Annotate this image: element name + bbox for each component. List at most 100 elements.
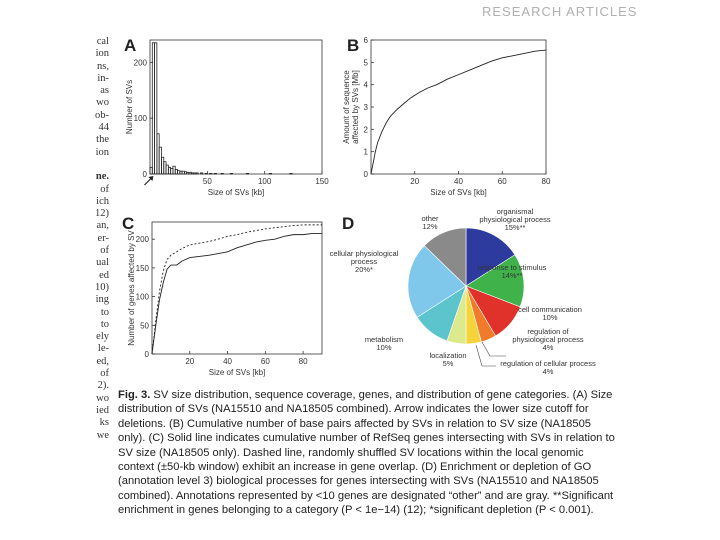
- histogram-bar: [154, 42, 158, 175]
- y-tick-label: 6: [364, 36, 369, 45]
- x-axis-label: Size of SVs [kb]: [209, 368, 265, 377]
- x-tick-label: 80: [542, 177, 551, 186]
- column-text-line: an,: [96, 220, 109, 232]
- histogram-bar: [195, 172, 199, 175]
- histogram-bar: [200, 172, 204, 175]
- y-tick-label: 200: [136, 235, 150, 244]
- y-axis-label: Number of SVs: [125, 80, 134, 134]
- column-text-line: ion: [95, 146, 109, 158]
- x-tick-label: 50: [203, 177, 212, 186]
- pie-label: cell communication: [518, 305, 582, 314]
- x-tick-label: 100: [258, 177, 272, 186]
- pie-label: metabolism: [365, 335, 403, 344]
- y-tick-label: 100: [134, 114, 148, 123]
- caption-fig-label: Fig. 3.: [118, 389, 151, 401]
- pie-label: regulation of: [527, 327, 569, 336]
- column-text-line: we: [96, 429, 109, 441]
- y-tick-label: 3: [364, 103, 369, 112]
- column-text-line: of: [100, 183, 109, 195]
- x-tick-label: 20: [185, 357, 194, 366]
- x-tick-label: 40: [223, 357, 232, 366]
- pie-slice: [407, 245, 467, 318]
- panel-a-label: A: [124, 36, 137, 55]
- column-text-line: ns,: [97, 60, 109, 72]
- panel-d-label: D: [342, 214, 355, 233]
- column-text-line: 44: [98, 122, 110, 134]
- y-axis-label: Amount of sequenceaffected by SVs [Mb]: [343, 70, 360, 144]
- x-tick-label: 40: [454, 177, 463, 186]
- chart-a-size-distribution: 50 100 150 0 100 200 Size of SVs [kb] Number of…: [125, 39, 329, 197]
- leader-line: [475, 344, 496, 367]
- panel-b-label: B: [347, 36, 360, 55]
- y-tick-label: 0: [143, 170, 148, 179]
- pie-slice: [465, 227, 516, 287]
- column-text-line: ion: [95, 48, 109, 60]
- x-axis-label: Size of SVs [kb]: [430, 188, 486, 197]
- pie-label: 10%: [376, 343, 391, 352]
- column-text-line: ne.: [95, 171, 109, 183]
- histogram-bar: [268, 173, 272, 175]
- cutoff-arrow-head: [148, 176, 154, 181]
- figure-caption: Fig. 3. SV size distribution, sequence c…: [118, 388, 620, 518]
- x-tick-label: 60: [261, 357, 270, 366]
- column-text-line: 12): [95, 208, 109, 220]
- histogram-bar: [204, 173, 208, 175]
- chart-b-cumulative-bp: 20 40 60 80 0 1 2 3 4 5 6 Size of SVs [kb] Amount of…: [342, 36, 551, 197]
- histogram-bar: [213, 173, 217, 175]
- y-tick-label: 2: [364, 125, 369, 134]
- shuffled-genes-line: [151, 224, 322, 355]
- y-tick-label: 1: [364, 148, 369, 157]
- panel-c: C 20 40 60 80 0 50 100 150 200 Size of SVs [kb] Nu…: [118, 212, 338, 382]
- column-text-line: ed,: [96, 355, 109, 367]
- x-tick-label: 20: [410, 177, 419, 186]
- panel-b: B 20 40 60 80 0 1 2 3 4 5 6 Size of SVs [kb] Amount …: [342, 32, 558, 210]
- y-tick-label: 5: [364, 58, 369, 67]
- x-tick-label: 60: [498, 177, 507, 186]
- column-text-line: as: [100, 85, 109, 97]
- pie-label: physiological process: [512, 335, 584, 344]
- histogram-bar: [289, 173, 293, 175]
- panel-c-label: C: [122, 214, 135, 233]
- pie-label: 15%**: [505, 223, 526, 232]
- leader-line: [481, 341, 506, 357]
- y-tick-label: 50: [140, 321, 149, 330]
- pie-label: other: [421, 214, 439, 223]
- column-text-line: ks: [99, 417, 109, 429]
- y-tick-label: 150: [136, 264, 150, 273]
- pie-label: response to stimulus: [478, 263, 547, 272]
- running-header: RESEARCH ARTICLES: [482, 4, 638, 19]
- x-tick-label: 150: [315, 177, 329, 186]
- column-text-line: wo: [96, 97, 109, 109]
- y-tick-label: 0: [364, 170, 369, 179]
- x-tick-label: 80: [299, 357, 308, 366]
- column-text-line: [87, 159, 109, 171]
- column-text-line: ed: [99, 269, 109, 281]
- column-text-line: in-: [97, 72, 109, 84]
- x-axis-label: Size of SVs [kb]: [208, 188, 264, 197]
- column-text-line: ely: [96, 331, 109, 343]
- y-tick-label: 0: [145, 350, 150, 359]
- adjacent-column-text: cal ion ns, in-as wo ob- 44 the ion ne. of ich 12) a…: [87, 36, 109, 442]
- y-tick-label: 4: [364, 81, 369, 90]
- histogram-bar: [229, 173, 233, 175]
- y-tick-label: 200: [134, 58, 148, 67]
- column-text-line: wo: [96, 392, 109, 404]
- histogram-bar: [220, 173, 224, 175]
- column-text-line: le-: [97, 343, 109, 355]
- pie-slice: [423, 227, 467, 287]
- pie-label: physiological process: [479, 215, 551, 224]
- column-text-line: 2).: [97, 380, 109, 392]
- pie-label: 4%: [543, 367, 554, 376]
- pie-label: regulation of cellular process: [500, 359, 596, 368]
- pie-label: 14%**: [502, 271, 523, 280]
- plot-frame: [370, 39, 547, 175]
- panel-d: D organismal physiological process 15%** re…: [330, 206, 620, 384]
- pie-label: organismal: [497, 207, 534, 216]
- column-text-line: to: [100, 318, 109, 330]
- pie-label: cellular physiological: [330, 249, 399, 258]
- column-text-line: cal: [96, 36, 109, 47]
- column-text-line: 10): [95, 281, 109, 293]
- y-axis-label: Number of genes affected by SV: [127, 230, 136, 346]
- column-text-line: of: [100, 245, 109, 257]
